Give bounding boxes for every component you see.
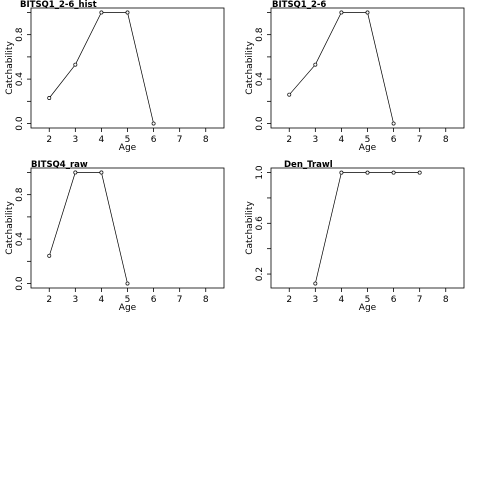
x-tick-label: 3 [312, 295, 318, 305]
y-tick-label: 0.8 [15, 187, 25, 202]
x-tick-label: 5 [125, 135, 131, 145]
y-tick-label: 0.0 [15, 116, 25, 131]
x-tick-label: 5 [365, 295, 371, 305]
y-tick-label: 0.4 [15, 232, 25, 247]
y-tick-label: 0.2 [255, 267, 265, 281]
x-tick-label: 8 [203, 295, 209, 305]
x-tick-label: 6 [151, 135, 157, 145]
x-tick-label: 6 [391, 295, 397, 305]
y-axis-label: Catchability [5, 41, 15, 95]
data-point [391, 121, 396, 126]
y-tick-label: 1.0 [255, 165, 265, 180]
data-point [287, 92, 292, 97]
panel-bitsq4-raw: BITSQ4_raw 2 3 4 5 6 7 8 Age 0.0 0.4 0.8Catchabili… [5, 160, 225, 313]
x-tick-label: 4 [339, 135, 345, 145]
x-tick-label: 2 [46, 295, 52, 305]
y-tick-label: 0.0 [255, 116, 265, 131]
data-point [73, 170, 78, 175]
data-point [313, 62, 318, 67]
x-tick-label: 2 [286, 295, 292, 305]
y-tick-label: 0.8 [15, 27, 25, 42]
x-tick-label: 8 [443, 135, 449, 145]
data-point [365, 170, 370, 175]
x-tick-label: 2 [46, 135, 52, 145]
data-point [391, 170, 396, 175]
panel-bitsq1-2-6-hist: BITSQ1_2-6_hist 2 3 4 5 6 7 8 Age 0.0 0.4 0.8Catch… [5, 0, 225, 153]
series-line [48, 172, 128, 284]
x-tick-label: 7 [417, 135, 423, 145]
y-tick-label: 0.0 [15, 276, 25, 291]
series-line [314, 172, 420, 284]
series-line [289, 12, 394, 124]
y-axis-label: Catchability [5, 201, 15, 255]
data-point [99, 170, 104, 175]
y-tick-label: 0.6 [255, 216, 265, 231]
data-point [47, 96, 52, 100]
x-tick-label: 3 [72, 135, 78, 145]
series-line [49, 12, 154, 124]
data-point [339, 10, 344, 15]
x-tick-label: 6 [391, 135, 397, 145]
x-tick-label: 3 [312, 135, 318, 145]
plot-frame [30, 167, 225, 289]
data-point [47, 253, 52, 258]
x-tick-label: 4 [339, 295, 345, 305]
x-axis-label: Age [119, 143, 137, 153]
x-tick-label: 7 [417, 295, 423, 305]
data-point [313, 281, 318, 286]
plot-frame [30, 7, 225, 129]
x-axis-label: Age [359, 303, 377, 313]
data-point [125, 10, 130, 15]
plot-frame [270, 167, 465, 289]
x-tick-label: 7 [177, 295, 183, 305]
chart-title: BITSQ1_2-6 [272, 0, 326, 10]
y-axis-label: Catchability [245, 201, 255, 255]
data-point [365, 10, 370, 15]
data-point [151, 121, 156, 126]
chart-title: Den_Trawl [284, 160, 333, 170]
data-point [339, 170, 344, 175]
x-tick-label: 3 [72, 295, 78, 305]
x-tick-label: 8 [203, 135, 209, 145]
data-point [417, 170, 422, 175]
data-point [125, 281, 130, 286]
panel-bitsq1-2-6: BITSQ1_2-6 2 3 4 5 6 7 8 Age 0.0 0.4 0.8Catchabili… [245, 0, 465, 153]
x-tick-label: 8 [443, 295, 449, 305]
x-axis-label: Age [119, 303, 137, 313]
x-tick-label: 5 [365, 135, 371, 145]
data-point [99, 10, 104, 15]
y-tick-label: 0.8 [255, 27, 265, 42]
x-tick-label: 7 [177, 135, 183, 145]
plot-frame [270, 7, 465, 129]
x-tick-label: 4 [99, 295, 105, 305]
x-tick-label: 2 [286, 135, 292, 145]
x-axis-label: Age [359, 143, 377, 153]
panel-den-trawl: Den_Trawl 2 3 4 5 6 7 8 Age 0.2 0.6 1.0 Catchabilit… [245, 160, 465, 313]
y-axis-label: Catchability [245, 41, 255, 95]
x-tick-label: 6 [151, 295, 157, 305]
x-tick-label: 4 [99, 135, 105, 145]
y-tick-label: 0.4 [15, 72, 25, 87]
data-point [73, 62, 78, 67]
y-tick-label: 0.4 [255, 72, 265, 87]
x-tick-label: 5 [125, 295, 131, 305]
chart-title: BITSQ4_raw [31, 160, 88, 170]
chart-title: BITSQ1_2-6_hist [20, 0, 97, 10]
